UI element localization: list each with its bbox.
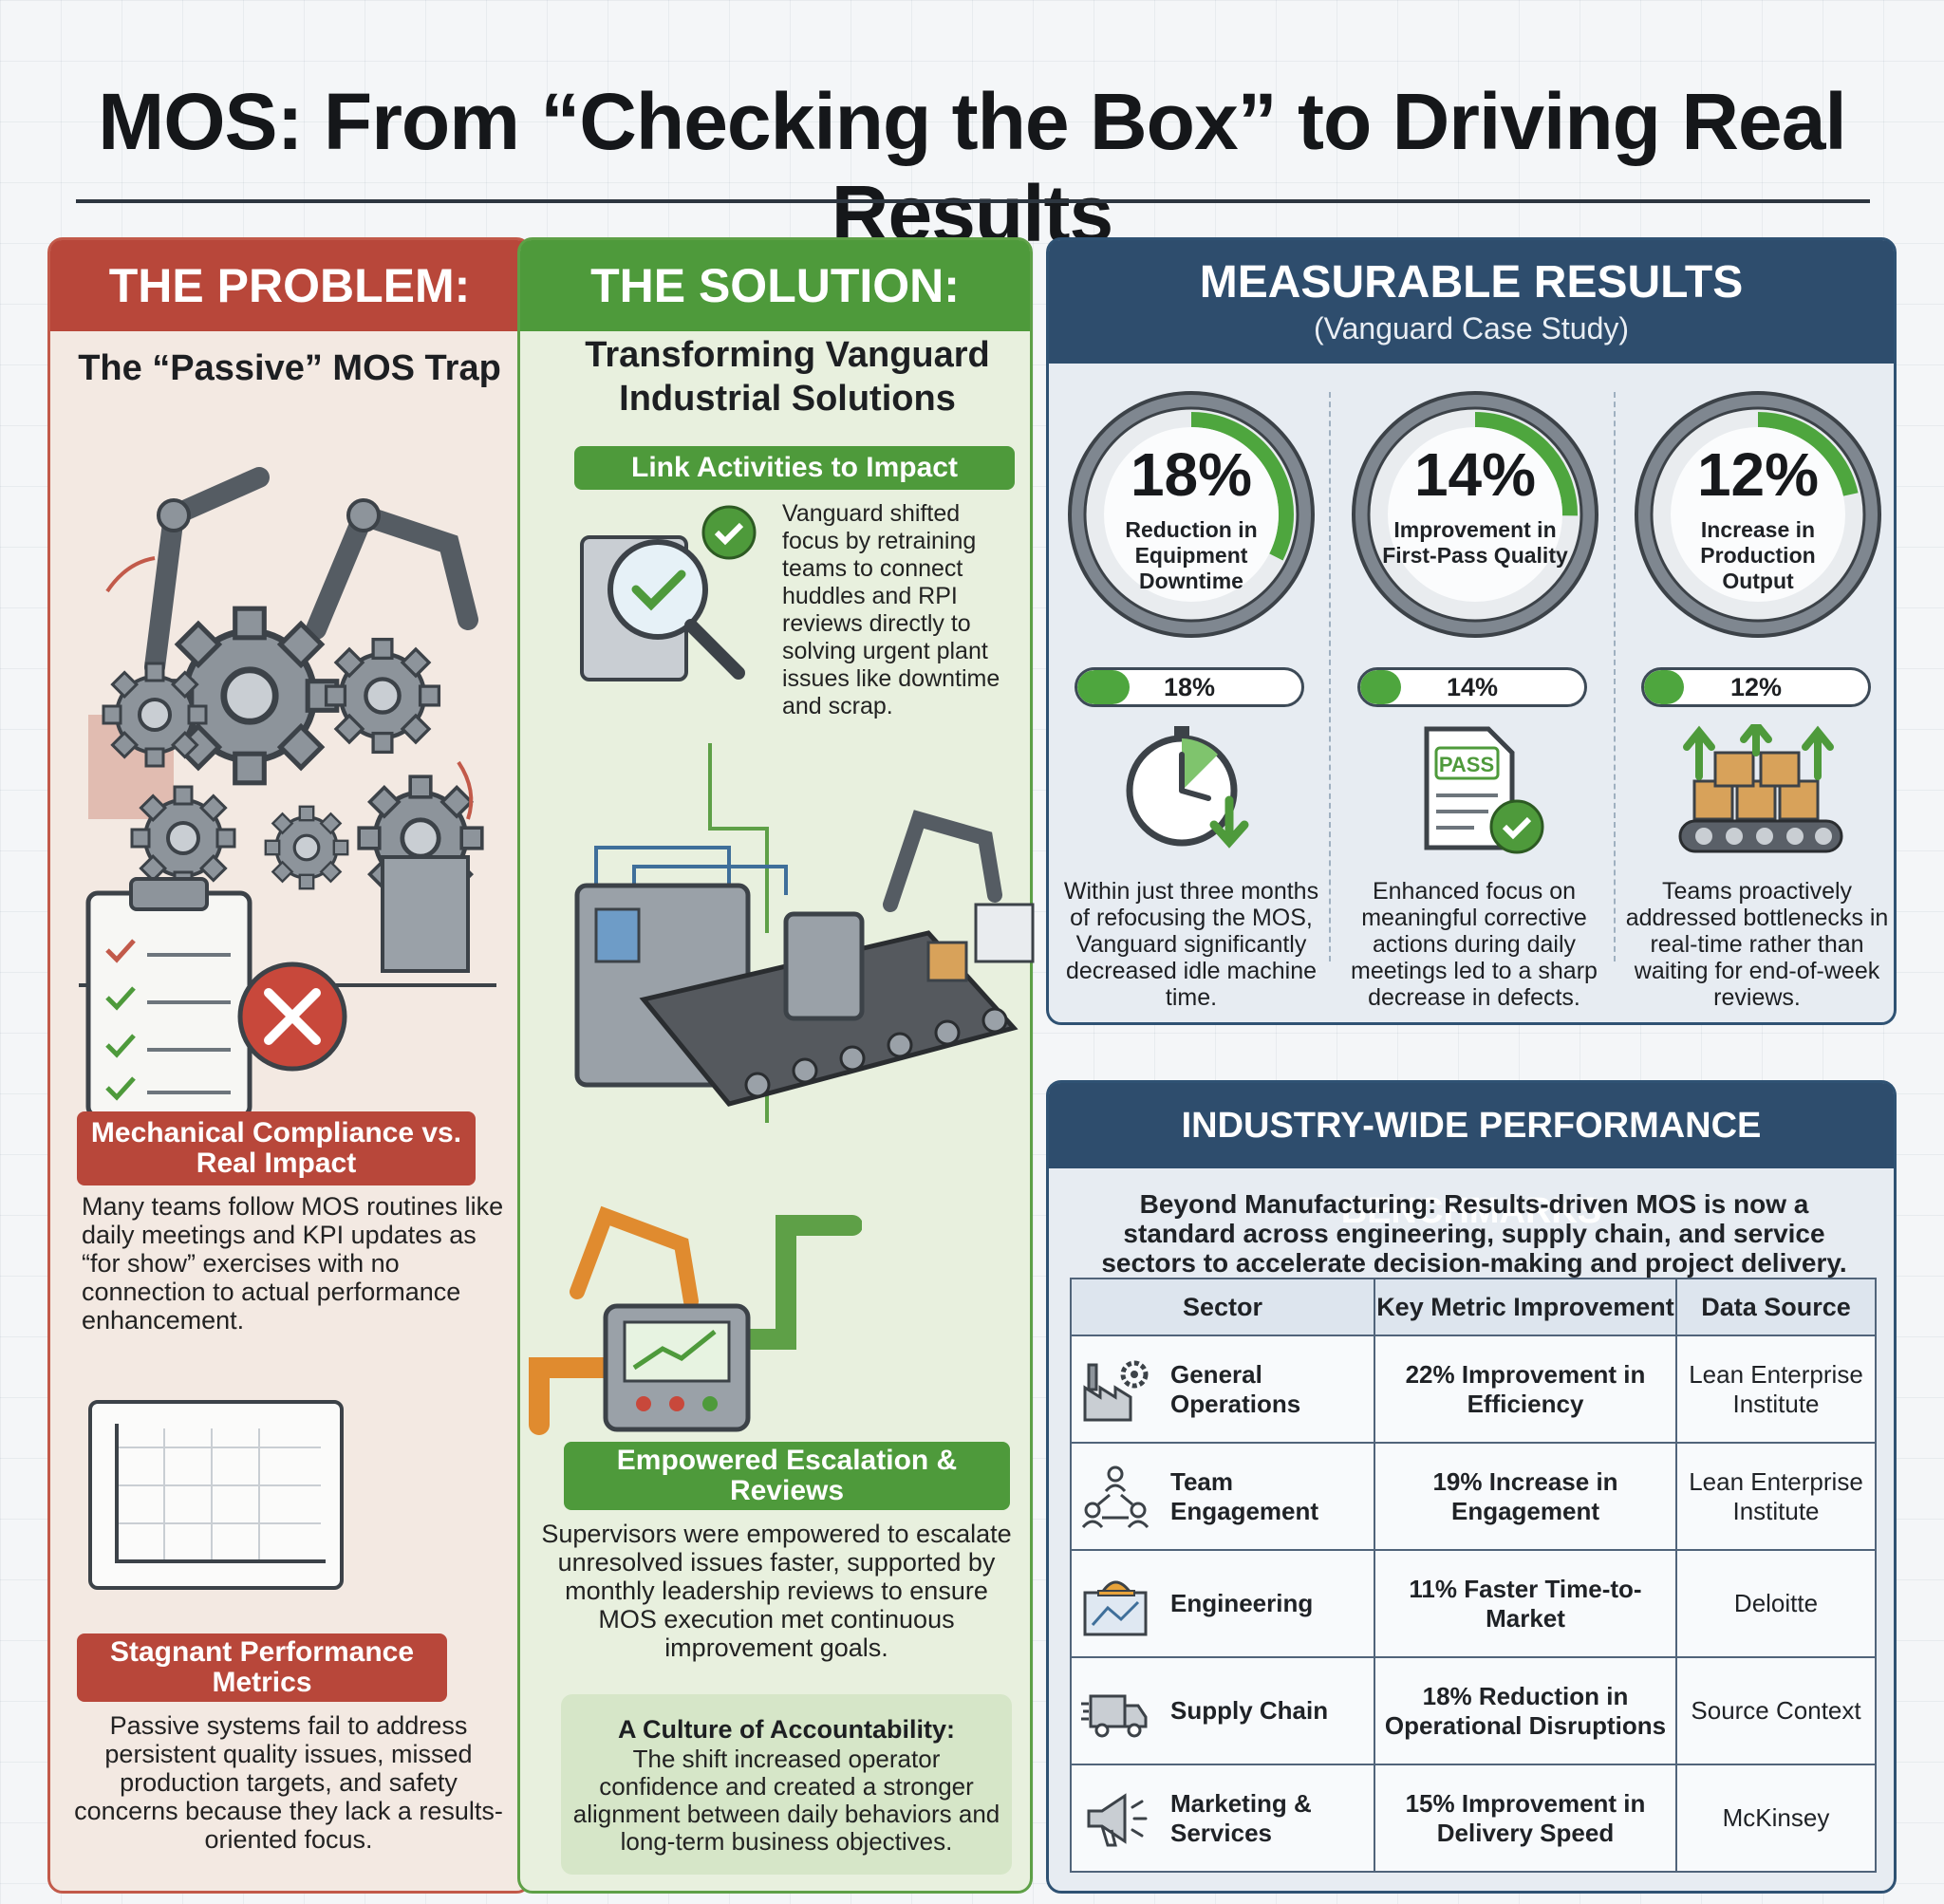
- factory-conveyor-icon: [574, 743, 1035, 1123]
- column-header-source: Data Source: [1675, 1278, 1877, 1336]
- progress-output: 12%: [1641, 667, 1871, 707]
- metric-cell: 19% Increase in Engagement: [1374, 1442, 1677, 1551]
- pass-document-icon: PASS: [1424, 726, 1544, 854]
- metric-cell: 15% Improvement in Delivery Speed: [1374, 1764, 1677, 1873]
- metric-cell: 22% Improvement in Efficiency: [1374, 1335, 1677, 1444]
- gauge-value-quality: 14%: [1413, 440, 1537, 509]
- problem-header: THE PROBLEM:: [50, 240, 529, 331]
- delivery-truck-icon: [1081, 1694, 1148, 1737]
- sector-name: Supply Chain: [1170, 1696, 1329, 1725]
- empty-chart-icon: [88, 1400, 344, 1590]
- gauge-label-output: Increase in Production Output: [1700, 517, 1816, 593]
- sector-name: Engineering: [1170, 1589, 1314, 1617]
- sector-cell: Supply Chain: [1070, 1656, 1375, 1765]
- compliance-tag: Mechanical Compliance vs. Real Impact: [77, 1111, 476, 1185]
- solution-subtitle: Transforming Vanguard Industrial Solutio…: [585, 335, 990, 419]
- column-header-sector: Sector: [1070, 1278, 1375, 1336]
- benchmarks-header: INDUSTRY-WIDE PERFORMANCE BENCHMARKS: [1049, 1083, 1894, 1231]
- sector-name: Marketing & Services: [1170, 1788, 1312, 1847]
- escalation-text: Supervisors were empowered to escalate u…: [541, 1520, 1012, 1662]
- problem-subtitle: The “Passive” MOS Trap: [78, 348, 501, 388]
- metric-cell: 18% Reduction in Operational Disruptions: [1374, 1656, 1677, 1765]
- benchmarks-intro: Beyond Manufacturing: Results-driven MOS…: [1101, 1189, 1847, 1278]
- hardhat-blueprint-icon: [1083, 1580, 1148, 1635]
- results-header: MEASURABLE RESULTS: [1049, 240, 1894, 364]
- benchmarks-table: Sector Key Metric Improvement Data Sourc…: [1070, 1278, 1877, 1873]
- progress-value-output: 12%: [1729, 673, 1783, 701]
- escalation-tag: Empowered Escalation & Reviews: [564, 1442, 1010, 1510]
- conveyor-boxes-icon: [1678, 724, 1843, 853]
- result-text-output: Teams proactively addressed bottlenecks …: [1625, 878, 1889, 1011]
- progress-fill-quality: [1360, 670, 1401, 704]
- gauge-value-output: 12%: [1696, 440, 1820, 509]
- stopwatch-icon: [1126, 726, 1249, 849]
- source-cell: Deloitte: [1675, 1549, 1877, 1658]
- stagnant-text: Passive systems fail to address persiste…: [74, 1711, 503, 1854]
- megaphone-icon: [1087, 1792, 1148, 1846]
- benchmarks-panel: INDUSTRY-WIDE PERFORMANCE BENCHMARKS Bey…: [1046, 1080, 1897, 1894]
- table-header-row: Sector Key Metric Improvement Data Sourc…: [1070, 1278, 1877, 1336]
- progress-fill-downtime: [1077, 670, 1131, 704]
- team-network-icon: [1081, 1465, 1150, 1528]
- table-row: Team Engagement 19% Increase in Engageme…: [1070, 1442, 1877, 1551]
- result-text-downtime: Within just three months of refocusing t…: [1063, 878, 1319, 1011]
- table-row: General Operations 22% Improvement in Ef…: [1070, 1335, 1877, 1444]
- pass-label: PASS: [1439, 753, 1494, 776]
- pipeline-monitor-icon: [529, 1205, 862, 1435]
- progress-value-quality: 14%: [1446, 673, 1499, 701]
- sector-name: General Operations: [1170, 1359, 1301, 1418]
- results-divider: [1329, 392, 1331, 961]
- sector-cell: Team Engagement: [1070, 1442, 1375, 1551]
- compliance-text: Many teams follow MOS routines like dail…: [82, 1192, 504, 1335]
- sector-cell: Marketing & Services: [1070, 1764, 1375, 1873]
- title-divider: [76, 199, 1870, 203]
- gears-robot-arms-icon: [79, 467, 496, 987]
- table-row: Marketing & Services 15% Improvement in …: [1070, 1764, 1877, 1873]
- results-panel: MEASURABLE RESULTS (Vanguard Case Study)…: [1046, 237, 1897, 1025]
- source-cell: Source Context: [1675, 1656, 1877, 1765]
- gauge-label-downtime: Reduction in Equipment Downtime: [1125, 517, 1258, 593]
- page-title: MOS: From “Checking the Box” to Driving …: [98, 77, 1847, 258]
- culture-text: The shift increased operator confidence …: [572, 1745, 1000, 1856]
- results-subtitle: (Vanguard Case Study): [1313, 311, 1630, 345]
- results-divider: [1614, 392, 1616, 961]
- table-row: Supply Chain 18% Reduction in Operationa…: [1070, 1656, 1877, 1765]
- gauge-quality: [1352, 391, 1598, 638]
- progress-value-downtime: 18%: [1163, 673, 1216, 701]
- link-activities-text: Vanguard shifted focus by retraining tea…: [782, 500, 1000, 719]
- problem-column: THE PROBLEM: The “Passive” MOS Trap: [47, 237, 532, 1894]
- clipboard-failed-icon: [85, 877, 347, 1119]
- magnifier-check-icon: [580, 505, 757, 681]
- sector-name: Team Engagement: [1170, 1466, 1319, 1525]
- metric-cell: 11% Faster Time-to-Market: [1374, 1549, 1677, 1658]
- culture-title: A Culture of Accountability:: [618, 1715, 955, 1744]
- gauge-label-quality: Improvement in First-Pass Quality: [1382, 517, 1568, 568]
- result-text-quality: Enhanced focus on meaningful corrective …: [1351, 878, 1598, 1011]
- solution-column: THE SOLUTION: Transforming Vanguard Indu…: [517, 237, 1035, 1894]
- source-cell: McKinsey: [1675, 1764, 1877, 1873]
- progress-quality: 14%: [1357, 667, 1587, 707]
- table-row: Engineering 11% Faster Time-to-Market De…: [1070, 1549, 1877, 1658]
- progress-fill-output: [1644, 670, 1685, 704]
- factory-gear-icon: [1083, 1360, 1149, 1421]
- gauge-output: [1635, 391, 1881, 638]
- source-cell: Lean Enterprise Institute: [1675, 1442, 1877, 1551]
- column-header-metric: Key Metric Improvement: [1374, 1278, 1677, 1336]
- solution-header: THE SOLUTION:: [520, 240, 1030, 331]
- sector-cell: General Operations: [1070, 1335, 1375, 1444]
- sector-cell: Engineering: [1070, 1549, 1375, 1658]
- culture-box: A Culture of Accountability: The shift i…: [561, 1694, 1012, 1875]
- source-cell: Lean Enterprise Institute: [1675, 1335, 1877, 1444]
- progress-downtime: 18%: [1075, 667, 1304, 707]
- gauge-value-downtime: 18%: [1130, 440, 1253, 509]
- link-activities-tag: Link Activities to Impact: [574, 446, 1015, 490]
- stagnant-tag: Stagnant Performance Metrics: [77, 1633, 447, 1702]
- gauge-downtime: [1068, 391, 1315, 638]
